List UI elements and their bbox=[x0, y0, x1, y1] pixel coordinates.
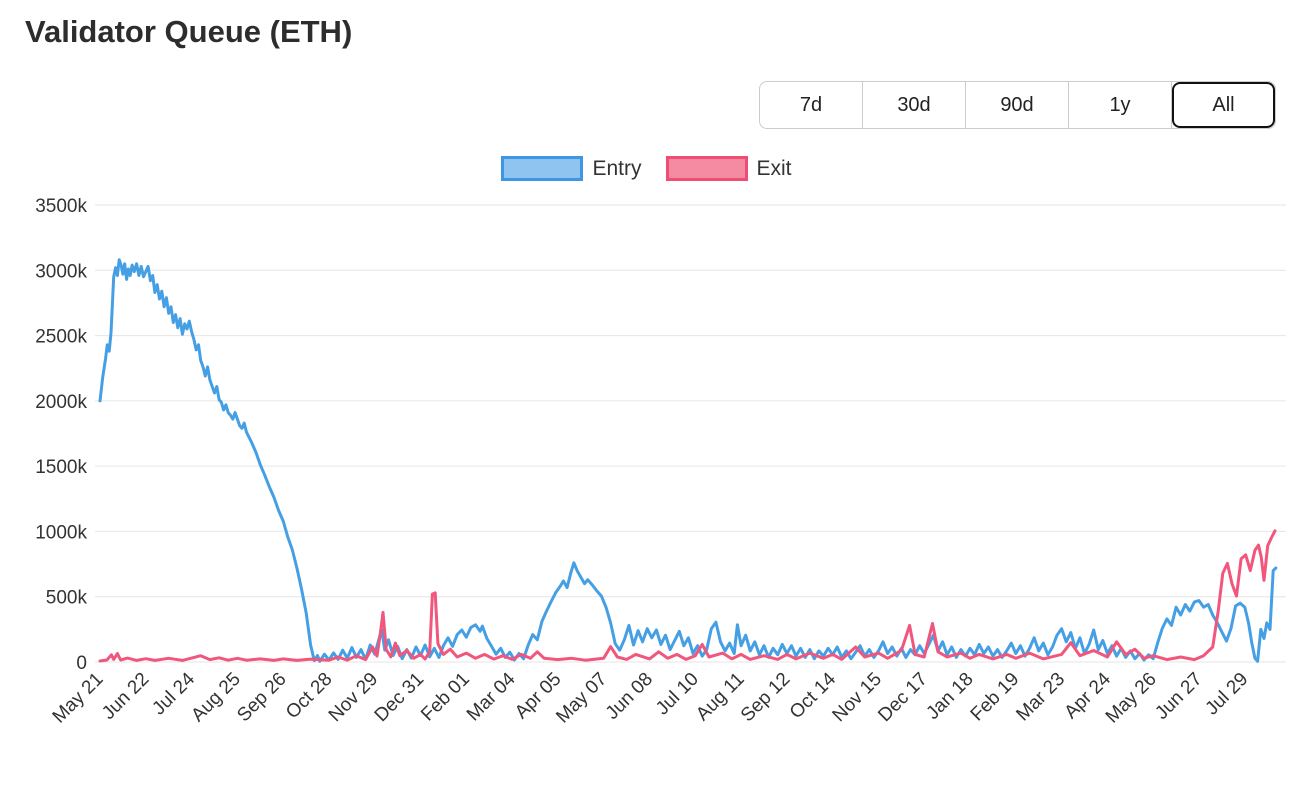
x-axis-label: Nov 15 bbox=[829, 669, 886, 726]
range-button-90d[interactable]: 90d bbox=[966, 82, 1069, 128]
x-axis-label: Jul 29 bbox=[1202, 669, 1253, 720]
series-line-exit bbox=[98, 529, 1277, 663]
x-axis-label: Jun 27 bbox=[1151, 669, 1206, 724]
exit-series-label: Exit bbox=[756, 156, 792, 180]
x-axis-label: Aug 11 bbox=[692, 669, 748, 725]
range-button-7d[interactable]: 7d bbox=[760, 82, 863, 128]
x-axis-label: Dec 31 bbox=[371, 669, 428, 726]
x-axis-label: May 26 bbox=[1102, 669, 1161, 728]
x-axis-label: May 07 bbox=[552, 669, 611, 728]
range-button-all[interactable]: All bbox=[1172, 82, 1275, 128]
chart-area: 0 500k 1000k 1500k 2000k 2500k 3000k 3500k May 2… bbox=[0, 193, 1293, 785]
x-axis-label: Aug 25 bbox=[187, 669, 244, 726]
x-axis-label: Dec 17 bbox=[874, 669, 931, 726]
entry-series-label: Entry bbox=[592, 156, 642, 180]
x-axis-label: Jun 22 bbox=[98, 669, 153, 724]
series-line-entry bbox=[98, 258, 1278, 663]
y-axis-label: 0 bbox=[76, 653, 87, 674]
x-axis-label: Jun 08 bbox=[602, 669, 657, 724]
chart-legend: Entry Exit bbox=[0, 156, 1293, 181]
y-axis-label: 3500k bbox=[35, 196, 87, 217]
x-axis-label: Sep 26 bbox=[233, 669, 290, 726]
y-axis-label: 1500k bbox=[35, 457, 87, 478]
legend-item-exit[interactable]: Exit bbox=[665, 156, 792, 181]
y-axis-label: 1000k bbox=[35, 522, 87, 543]
x-axis-label: May 21 bbox=[49, 669, 108, 728]
y-axis-label: 2000k bbox=[35, 392, 87, 413]
y-axis-label: 500k bbox=[46, 588, 88, 609]
x-axis-label: Nov 29 bbox=[325, 669, 382, 726]
x-axis-label: Mar 23 bbox=[1012, 669, 1069, 726]
time-range-selector: 7d 30d 90d 1y All bbox=[759, 81, 1276, 129]
page-title: Validator Queue (ETH) bbox=[25, 14, 353, 49]
entry-series-swatch bbox=[501, 156, 584, 181]
exit-series-swatch bbox=[665, 156, 748, 181]
range-button-30d[interactable]: 30d bbox=[863, 82, 966, 128]
x-axis-label: Feb 19 bbox=[967, 669, 1024, 726]
x-axis-label: Mar 04 bbox=[463, 668, 520, 725]
x-axis-label: Feb 01 bbox=[417, 669, 474, 726]
y-axis-label: 3000k bbox=[35, 261, 87, 282]
queue-chart: 0 500k 1000k 1500k 2000k 2500k 3000k 3500k May 2… bbox=[35, 196, 1286, 728]
legend-item-entry[interactable]: Entry bbox=[501, 156, 642, 181]
y-axis-label: 2500k bbox=[35, 327, 87, 348]
range-button-1y[interactable]: 1y bbox=[1069, 82, 1172, 128]
x-axis-label: Sep 12 bbox=[737, 669, 794, 726]
x-axis-label: Jan 18 bbox=[922, 669, 977, 724]
